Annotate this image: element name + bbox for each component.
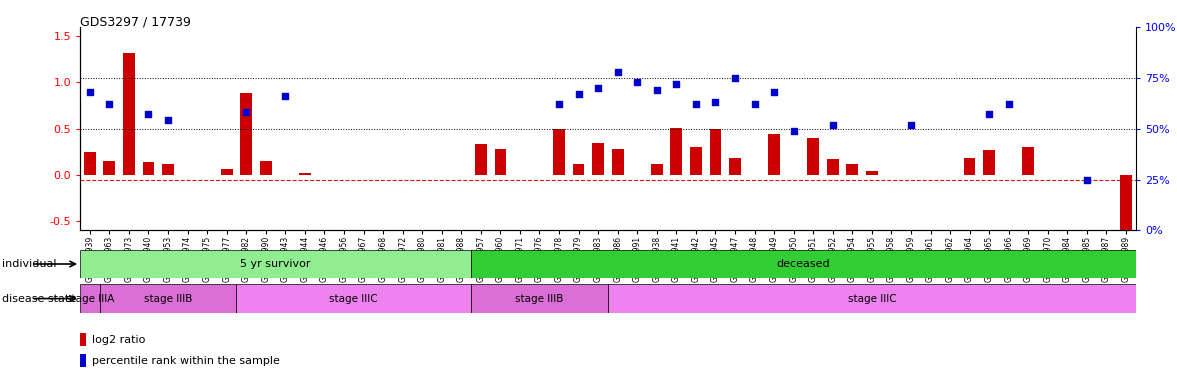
Point xyxy=(100,101,119,107)
Bar xyxy=(471,250,1136,278)
Point xyxy=(588,85,607,91)
Bar xyxy=(690,147,701,175)
Point xyxy=(999,101,1018,107)
Bar xyxy=(240,93,252,175)
Bar xyxy=(299,173,311,175)
Point xyxy=(550,101,568,107)
Bar xyxy=(573,164,585,175)
Bar xyxy=(84,152,95,175)
Point xyxy=(80,89,99,95)
Text: deceased: deceased xyxy=(777,259,830,269)
Bar xyxy=(553,129,565,175)
Bar xyxy=(983,150,995,175)
Point xyxy=(609,69,627,75)
Bar xyxy=(80,284,100,313)
Point xyxy=(784,127,803,134)
Point xyxy=(706,99,725,105)
Point xyxy=(902,121,920,127)
Bar xyxy=(80,250,471,278)
Bar xyxy=(827,159,839,175)
Bar xyxy=(221,169,233,175)
Point xyxy=(627,79,646,85)
Text: 5 yr survivor: 5 yr survivor xyxy=(240,259,311,269)
Bar xyxy=(769,134,780,175)
Bar xyxy=(142,162,154,175)
Bar xyxy=(494,149,506,175)
Point xyxy=(686,101,705,107)
Bar xyxy=(729,158,740,175)
Point xyxy=(979,111,998,118)
Point xyxy=(725,74,744,81)
Text: disease state: disease state xyxy=(2,293,77,304)
Point xyxy=(1077,177,1096,183)
Point xyxy=(765,89,784,95)
Bar xyxy=(80,333,86,346)
Bar xyxy=(964,158,976,175)
Text: percentile rank within the sample: percentile rank within the sample xyxy=(92,356,280,366)
Text: stage IIIB: stage IIIB xyxy=(516,293,564,304)
Bar xyxy=(80,354,86,367)
Text: stage IIIB: stage IIIB xyxy=(144,293,192,304)
Bar xyxy=(866,171,878,175)
Bar xyxy=(651,164,663,175)
Bar xyxy=(100,284,237,313)
Point xyxy=(159,118,178,124)
Text: GDS3297 / 17739: GDS3297 / 17739 xyxy=(80,15,191,28)
Point xyxy=(667,81,686,87)
Text: log2 ratio: log2 ratio xyxy=(92,335,145,345)
Point xyxy=(647,87,666,93)
Text: individual: individual xyxy=(2,259,56,269)
Bar xyxy=(607,284,1136,313)
Text: stage IIIA: stage IIIA xyxy=(66,293,114,304)
Bar xyxy=(471,284,607,313)
Point xyxy=(745,101,764,107)
Bar xyxy=(671,128,683,175)
Bar xyxy=(710,129,722,175)
Point xyxy=(824,121,843,127)
Bar xyxy=(104,161,115,175)
Bar xyxy=(846,164,858,175)
Bar xyxy=(476,144,487,175)
Point xyxy=(139,111,158,118)
Bar xyxy=(1023,147,1035,175)
Bar xyxy=(1121,175,1132,242)
Bar xyxy=(612,149,624,175)
Point xyxy=(570,91,588,97)
Bar xyxy=(162,164,174,175)
Bar xyxy=(807,138,819,175)
Text: stage IIIC: stage IIIC xyxy=(847,293,896,304)
Bar xyxy=(237,284,471,313)
Text: stage IIIC: stage IIIC xyxy=(330,293,378,304)
Bar xyxy=(260,161,272,175)
Bar xyxy=(592,142,604,175)
Point xyxy=(275,93,294,99)
Point xyxy=(237,109,255,116)
Bar xyxy=(124,53,135,175)
